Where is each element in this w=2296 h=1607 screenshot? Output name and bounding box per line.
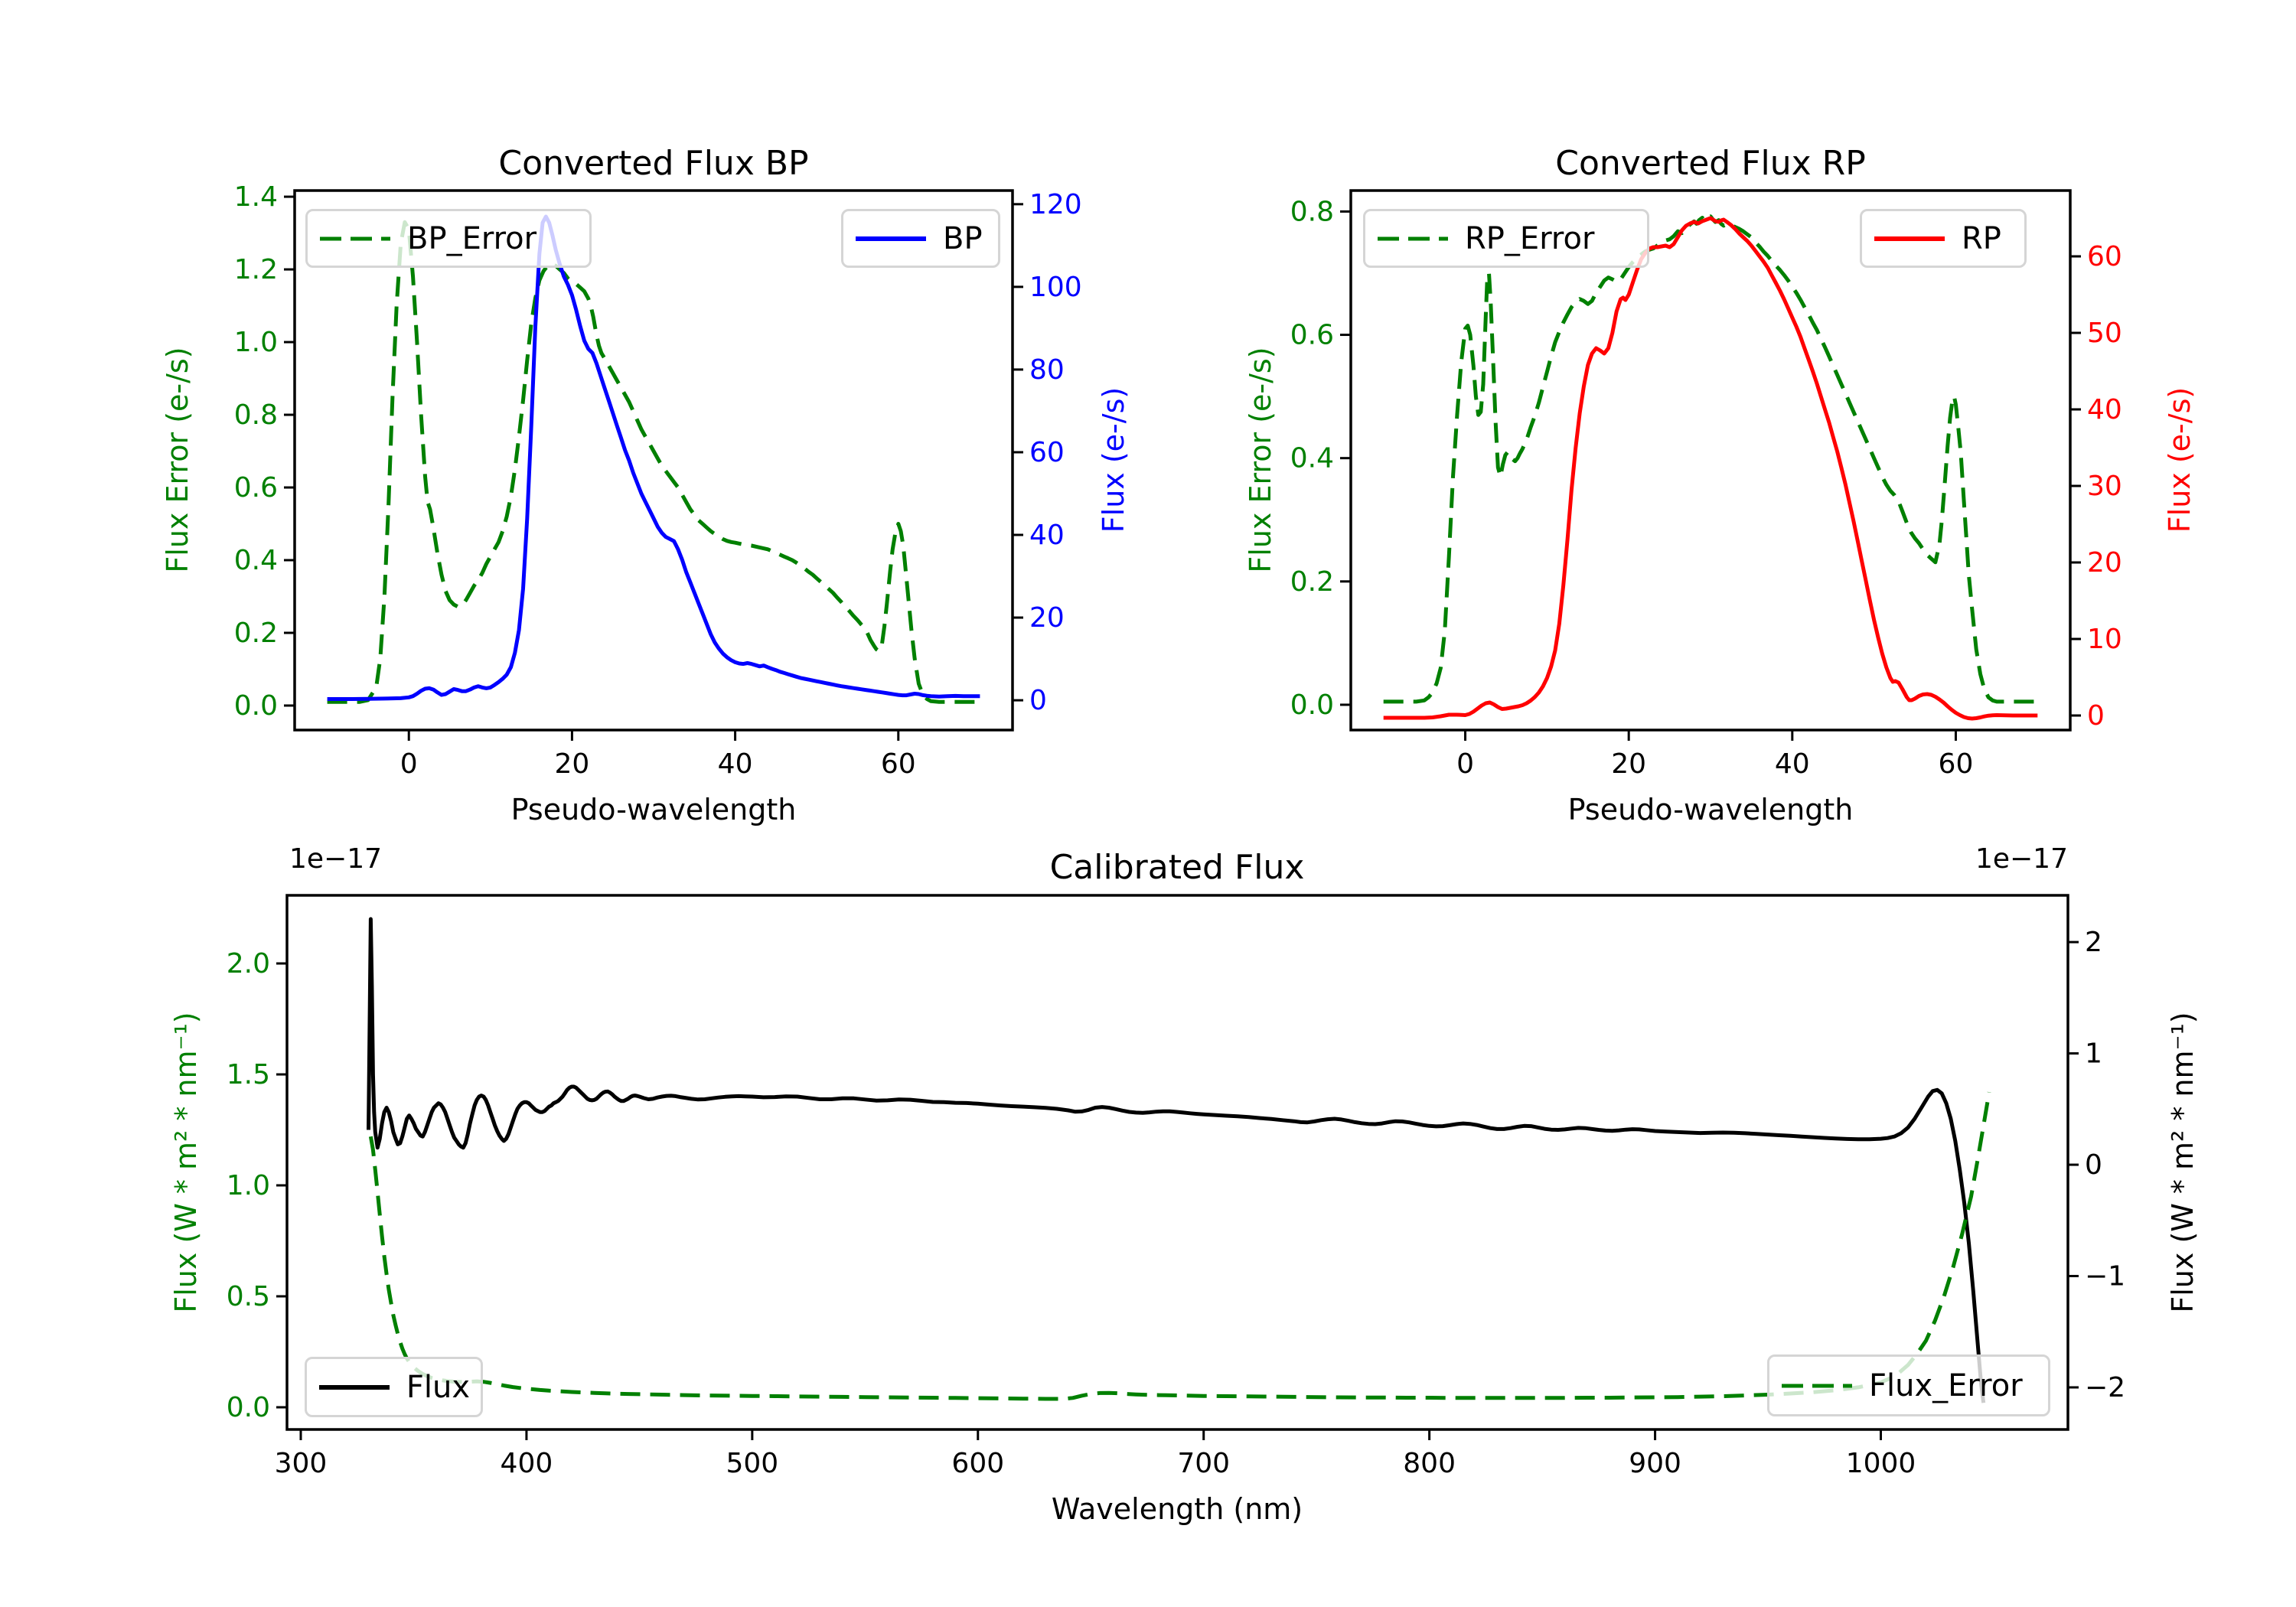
solid-line-sample-icon <box>319 1384 390 1390</box>
bp-error-legend-label: BP_Error <box>407 220 537 256</box>
cal-xtick-label: 500 <box>726 1448 778 1479</box>
bp-ytick-right-label: 40 <box>1029 520 1065 551</box>
cal-ytick-left-label: 0.0 <box>227 1392 270 1423</box>
rp-title: Converted Flux RP <box>1555 144 1866 183</box>
cal-ytick-left-label: 1.0 <box>227 1170 270 1201</box>
cal-xtick-label: 800 <box>1403 1448 1456 1479</box>
cal-xtick-label: 700 <box>1177 1448 1230 1479</box>
cal-xtick-label: 600 <box>951 1448 1004 1479</box>
dashed-line-sample-icon <box>1782 1384 1852 1387</box>
bp-ytick-left-label: 1.0 <box>234 327 278 358</box>
bp-ytick-left-label: 0.0 <box>234 690 278 722</box>
cal-ytick-right-label: 1 <box>2085 1038 2102 1070</box>
bp-xtick-label: 60 <box>881 748 916 780</box>
cal-xtick-label: 900 <box>1629 1448 1681 1479</box>
cal-series-flux_error <box>368 1091 1991 1401</box>
bp-title: Converted Flux BP <box>498 144 809 183</box>
rp-error-legend-label: RP_Error <box>1465 220 1595 256</box>
flux-legend: Flux <box>305 1357 483 1417</box>
bp-axes: 0 20 40 60 0.0 0.2 0.4 0.6 0.8 1.0 1.2 1.4 0 20 40 60 80… <box>234 181 1082 780</box>
rp-series-rp_error <box>1383 214 2038 704</box>
flux-error-legend-label: Flux_Error <box>1869 1367 2023 1403</box>
bp-ytick-right-label: 20 <box>1029 602 1065 634</box>
dashed-line-sample-icon <box>1378 236 1448 240</box>
bp-xlabel: Pseudo-wavelength <box>510 793 797 826</box>
rp-ytick-right-label: 40 <box>2087 394 2122 425</box>
cal-ylabel-left: Flux (W * m² * nm⁻¹) <box>169 1012 203 1313</box>
bp-ytick-right-label: 60 <box>1029 437 1065 468</box>
bp-ylabel-right: Flux (e-/s) <box>1097 386 1130 533</box>
bp-xtick-label: 0 <box>400 748 418 780</box>
cal-ytick-left-label: 0.5 <box>227 1281 270 1312</box>
bp-ytick-left-label: 0.4 <box>234 545 278 576</box>
rp-ytick-right-label: 10 <box>2087 624 2122 655</box>
bp-ytick-right-label: 80 <box>1029 354 1065 386</box>
rp-xtick-label: 60 <box>1939 748 1974 780</box>
bp-ylabel-left: Flux Error (e-/s) <box>161 347 194 573</box>
rp-ylabel-left: Flux Error (e-/s) <box>1244 347 1277 573</box>
bp-ytick-left-label: 1.4 <box>234 181 278 213</box>
cal-xtick-label: 400 <box>501 1448 553 1479</box>
bp-xtick-label: 20 <box>555 748 590 780</box>
flux-legend-label: Flux <box>406 1369 470 1405</box>
rp-ytick-left-label: 0.8 <box>1290 196 1334 227</box>
cal-ytick-left-label: 1.5 <box>227 1059 270 1090</box>
bp-ytick-left-label: 0.2 <box>234 618 278 649</box>
rp-ytick-left-label: 0.0 <box>1290 689 1334 721</box>
rp-ytick-right-label: 60 <box>2087 241 2122 272</box>
bp-legend-label: BP <box>943 220 983 256</box>
bp-series-bp <box>327 214 980 701</box>
bp-spines <box>293 189 1014 732</box>
cal-offset-right: 1e−17 <box>1975 843 2068 875</box>
cal-spines <box>285 894 2069 1431</box>
solid-line-sample-icon <box>856 236 926 241</box>
cal-ytick-right-label: −2 <box>2085 1372 2125 1403</box>
rp-error-legend: RP_Error <box>1363 209 1649 268</box>
cal-offset-left: 1e−17 <box>289 843 383 875</box>
cal-ytick-right-label: 2 <box>2085 927 2102 958</box>
cal-ytick-right-label: −1 <box>2085 1261 2125 1292</box>
bp-ytick-left-label: 0.8 <box>234 399 278 431</box>
rp-ytick-right-label: 30 <box>2087 471 2122 502</box>
rp-xtick-label: 0 <box>1456 748 1474 780</box>
bp-ytick-right-label: 100 <box>1029 272 1082 303</box>
dashed-line-sample-icon <box>320 236 390 240</box>
flux-error-legend: Flux_Error <box>1767 1354 2050 1416</box>
cal-xlabel: Wavelength (nm) <box>1051 1492 1303 1526</box>
bp-ytick-left-label: 1.2 <box>234 254 278 285</box>
rp-axes: 0 20 40 60 0.0 0.2 0.4 0.6 0.8 0 10 20 30 40 50 60 <box>1290 189 2122 780</box>
rp-ytick-left-label: 0.2 <box>1290 566 1334 598</box>
cal-title: Calibrated Flux <box>1049 848 1305 887</box>
rp-legend-label: RP <box>1962 220 2001 256</box>
rp-ytick-right-label: 50 <box>2087 318 2122 349</box>
rp-ytick-left-label: 0.6 <box>1290 320 1334 351</box>
rp-xtick-label: 20 <box>1611 748 1646 780</box>
rp-ytick-left-label: 0.4 <box>1290 443 1334 474</box>
bp-legend: BP <box>841 209 1000 268</box>
cal-ylabel-right: Flux (W * m² * nm⁻¹) <box>2166 1012 2200 1313</box>
rp-legend: RP <box>1860 209 2027 268</box>
rp-ytick-right-label: 20 <box>2087 547 2122 579</box>
cal-ytick-left-label: 2.0 <box>227 948 270 980</box>
rp-xtick-label: 40 <box>1775 748 1810 780</box>
bp-ytick-right-label: 0 <box>1029 685 1047 716</box>
cal-xtick-label: 300 <box>275 1448 328 1479</box>
rp-spines <box>1349 189 2072 732</box>
cal-axes: 300 400 500 600 700 800 900 1000 0.0 0.5 1.0 1.5 2.0… <box>227 894 2125 1479</box>
rp-xlabel: Pseudo-wavelength <box>1567 793 1854 826</box>
rp-series-rp <box>1383 216 2038 721</box>
solid-line-sample-icon <box>1874 236 1945 241</box>
bp-ytick-right-label: 120 <box>1029 189 1082 220</box>
cal-series-flux <box>367 917 1986 1403</box>
bp-series-bp_error <box>327 220 980 704</box>
cal-xtick-label: 1000 <box>1846 1448 1916 1479</box>
bp-xtick-label: 40 <box>718 748 753 780</box>
rp-ytick-right-label: 0 <box>2087 700 2105 732</box>
cal-ytick-right-label: 0 <box>2085 1149 2102 1181</box>
bp-error-legend: BP_Error <box>305 209 592 268</box>
rp-ylabel-right: Flux (e-/s) <box>2163 386 2197 533</box>
bp-ytick-left-label: 0.6 <box>234 472 278 504</box>
